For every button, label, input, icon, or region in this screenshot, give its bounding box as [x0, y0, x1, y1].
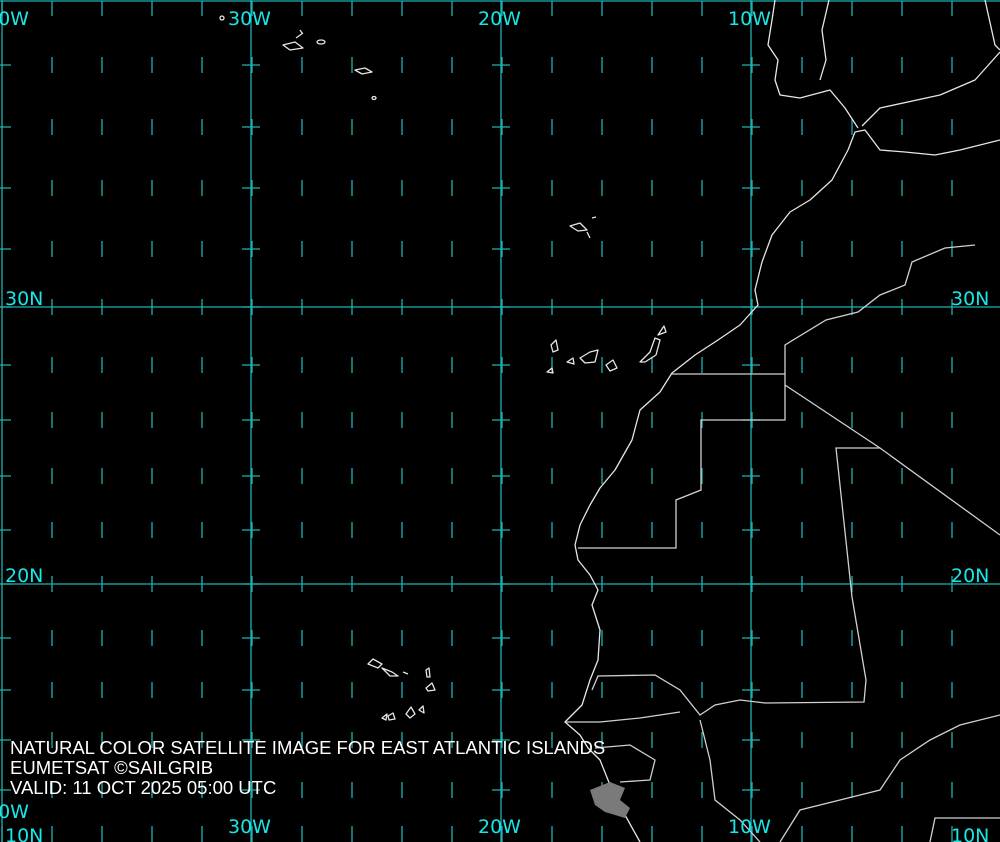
lon-label-top-10w: 10W: [728, 8, 771, 30]
africa-coast: [564, 129, 1000, 842]
iberia-coast: [767, 0, 1000, 129]
grid-ticks: [0, 1, 953, 842]
country-borders: [566, 244, 1000, 842]
canary-islands: [546, 325, 667, 374]
lat-label-left-10n: 10N: [5, 825, 43, 842]
lon-label-top-40w: 40W: [0, 8, 29, 30]
lat-label-right-20n: 20N: [951, 565, 989, 587]
madeira-islands: [569, 216, 597, 239]
lat-label-left-30n: 30N: [5, 288, 43, 310]
lon-label-bottom-20w: 20W: [478, 816, 521, 838]
caption-credit: EUMETSAT ©SAILGRIB: [10, 757, 214, 778]
azores-islands: [219, 15, 377, 101]
caption-valid-time: VALID: 11 OCT 2025 05:00 UTC: [10, 777, 277, 798]
cape-verde-islands: [367, 658, 436, 721]
lon-label-bottom-10w: 10W: [728, 816, 771, 838]
lon-label-bottom-30w: 30W: [228, 816, 271, 838]
lon-label-top-30w: 30W: [228, 8, 271, 30]
caption-title: NATURAL COLOR SATELLITE IMAGE FOR EAST A…: [10, 737, 606, 758]
lat-label-left-20n: 20N: [5, 565, 43, 587]
lat-label-right-10n: 10N: [951, 825, 989, 842]
lat-label-right-30n: 30N: [951, 288, 989, 310]
lon-label-bottom-40w: 40W: [0, 801, 29, 823]
coastlines: [219, 0, 1000, 842]
latitude-labels: 30N 20N 10N 30N 20N 10N: [5, 288, 989, 842]
lon-label-top-20w: 20W: [478, 8, 521, 30]
bijagos-cloud-area: [590, 782, 630, 818]
longitude-labels-top: 40W 30W 20W 10W: [0, 8, 771, 30]
longitude-labels-bottom: 40W 30W 20W 10W: [0, 801, 771, 838]
